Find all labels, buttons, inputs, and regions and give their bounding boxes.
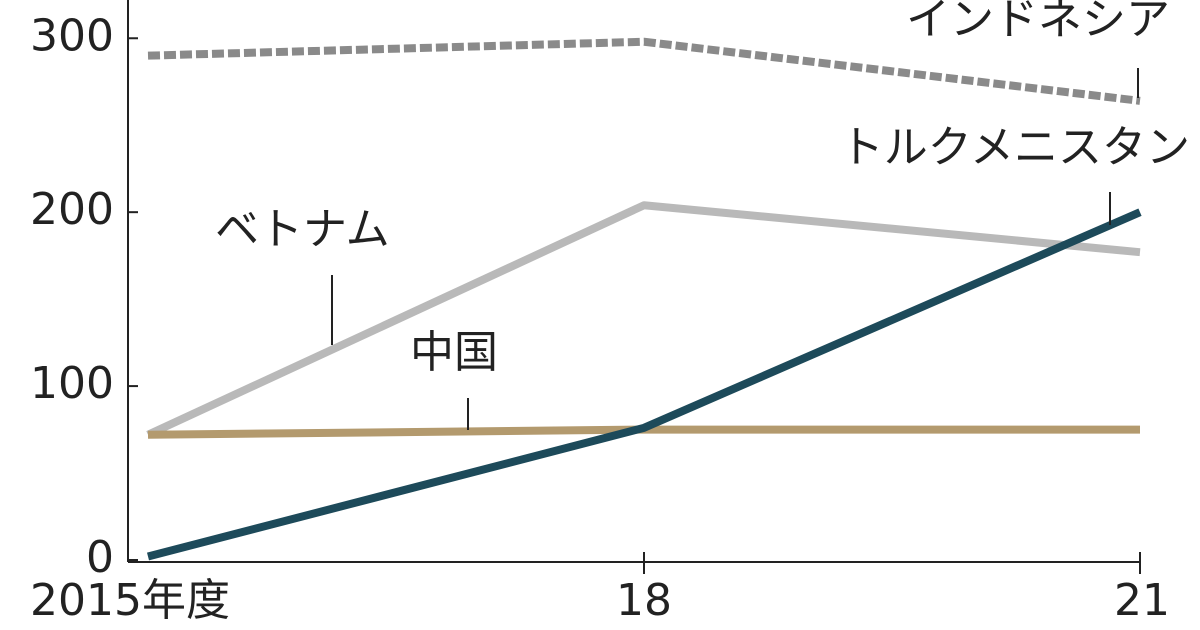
series-label: インドネシア xyxy=(906,0,1170,45)
x-tick-label: 21 xyxy=(1114,575,1170,626)
series-line xyxy=(146,201,1141,439)
y-tick-label: 0 xyxy=(86,532,114,583)
series-line xyxy=(146,208,1142,561)
series-label: 中国 xyxy=(410,327,498,378)
y-tick-label: 300 xyxy=(30,10,114,61)
series-label: トルクメニスタン xyxy=(840,122,1190,173)
y-tick-label: 200 xyxy=(30,184,114,235)
series-line xyxy=(147,37,1141,105)
x-tick-label: 18 xyxy=(616,575,672,626)
x-tick-label: 2015年度 xyxy=(30,575,230,626)
y-tick-label: 100 xyxy=(30,358,114,409)
series-label: ベトナム xyxy=(215,204,390,255)
